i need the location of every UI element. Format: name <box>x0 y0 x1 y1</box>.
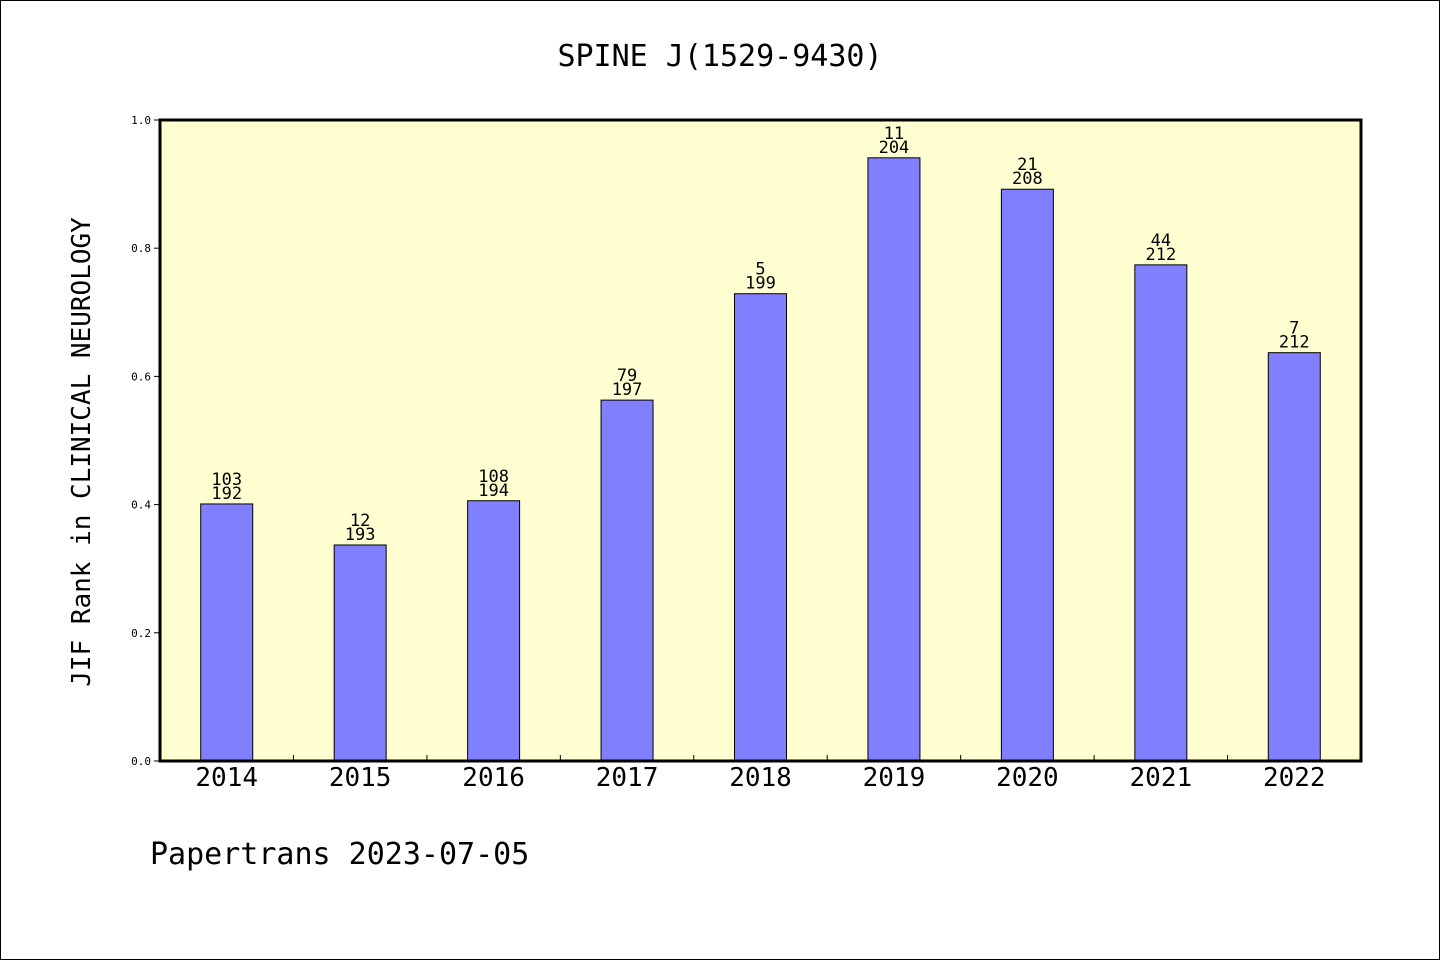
x-tick-label: 2021 <box>1130 763 1193 793</box>
bar-total-label: 194 <box>478 481 509 501</box>
bar-rank-label: 44 <box>1151 231 1171 251</box>
bar-total-label: 204 <box>879 138 910 158</box>
bar-rank-label: 5 <box>755 260 765 280</box>
bar-labels: 1031921219310819479197519911204212084421… <box>211 124 1309 545</box>
bar <box>1267 352 1321 762</box>
bar-rank-label: 11 <box>884 124 904 144</box>
bar-total-label: 197 <box>612 380 643 400</box>
x-tick-label: 2014 <box>195 763 258 793</box>
x-tick-label: 2018 <box>729 763 792 793</box>
x-tick-label: 2022 <box>1263 763 1326 793</box>
bar <box>600 399 654 762</box>
y-tick-label: 0.6 <box>131 370 151 383</box>
bar-total-label: 208 <box>1012 169 1043 189</box>
bar-total-label: 212 <box>1279 333 1310 353</box>
x-tick-label: 2020 <box>996 763 1059 793</box>
bar-rank-label: 12 <box>350 511 370 531</box>
y-tick-label: 0.0 <box>131 755 151 768</box>
bar-rank-label: 7 <box>1289 319 1299 339</box>
x-tick-label: 2016 <box>462 763 525 793</box>
y-tick-label: 0.2 <box>131 627 151 640</box>
bars <box>200 157 1321 762</box>
bar <box>734 293 787 762</box>
x-tick-label: 2015 <box>329 763 392 793</box>
x-tick-label: 2017 <box>596 763 659 793</box>
bar-rank-label: 103 <box>211 470 242 490</box>
y-tick-label: 0.4 <box>131 499 151 512</box>
bar <box>1134 264 1188 762</box>
bar <box>867 157 921 762</box>
plot-border <box>158 118 1363 763</box>
y-axis-ticks: 0.0 0.2 0.4 0.6 0.8 1.0 <box>131 114 160 768</box>
y-axis-label: JIF Rank in CLINICAL NEUROLOGY <box>67 217 97 687</box>
y-tick-label: 1.0 <box>131 114 151 127</box>
chart-title: SPINE J(1529-9430) <box>557 39 882 74</box>
x-tick-label: 2019 <box>863 763 926 793</box>
bar <box>1000 188 1054 762</box>
bar-rank-label: 108 <box>478 467 509 487</box>
y-tick-label: 0.8 <box>131 242 151 255</box>
bar-total-label: 199 <box>745 274 776 294</box>
bar-total-label: 212 <box>1145 245 1176 265</box>
bar-rank-label: 79 <box>617 366 637 386</box>
bar-total-label: 192 <box>211 484 242 504</box>
bar <box>467 500 521 762</box>
bar <box>333 544 387 762</box>
footer-text: Papertrans 2023-07-05 <box>150 837 529 872</box>
bar-total-label: 193 <box>345 525 376 545</box>
x-axis-ticks: 2014 2015 2016 2017 2018 2019 2020 2021 2022 <box>195 755 1326 793</box>
bar-rank-label: 21 <box>1017 155 1037 175</box>
bar <box>200 503 254 762</box>
